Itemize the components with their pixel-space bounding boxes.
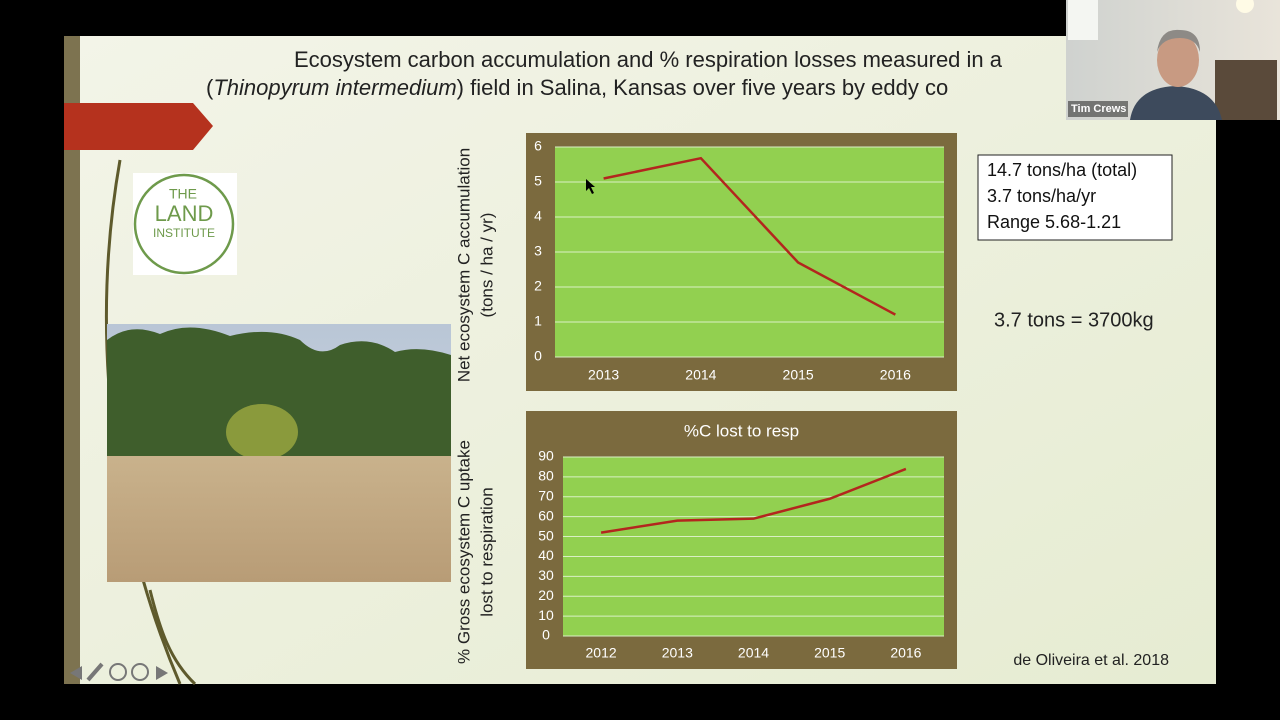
y-tick-label: 0 xyxy=(542,627,550,643)
chart-title: %C lost to resp xyxy=(684,421,799,440)
summary-line: 3.7 tons/ha/yr xyxy=(987,186,1096,206)
x-tick-label: 2016 xyxy=(890,645,921,661)
x-tick-label: 2012 xyxy=(586,645,617,661)
prev-button[interactable] xyxy=(70,666,82,680)
y-tick-label: 60 xyxy=(538,507,554,523)
logo: THE LAND INSTITUTE xyxy=(133,173,237,275)
webcam-bookshelf xyxy=(1215,60,1277,120)
y-tick-label: 5 xyxy=(534,173,542,189)
slide-toolbar xyxy=(70,662,168,682)
logo-text: THE xyxy=(169,186,197,202)
y-axis-label: Net ecosystem C accumulation xyxy=(454,148,473,382)
data-line xyxy=(603,156,896,316)
webcam-name: Tim Crews xyxy=(1071,103,1126,115)
mouse-cursor xyxy=(586,179,595,194)
view-button[interactable] xyxy=(109,663,127,681)
y-tick-label: 30 xyxy=(538,567,554,583)
x-tick-label: 2013 xyxy=(588,367,619,383)
decor-stem xyxy=(148,589,197,686)
y-axis-label: (tons / ha / yr) xyxy=(477,213,496,318)
logo-text: LAND xyxy=(155,201,214,226)
webcam-hair xyxy=(1157,29,1200,52)
slide-title: (Thinopyrum intermedium) field in Salina… xyxy=(206,75,948,100)
plot-area xyxy=(563,457,944,636)
webcam-face xyxy=(1157,33,1199,87)
y-tick-label: 0 xyxy=(534,348,542,364)
field-photo xyxy=(107,324,451,582)
logo-text: INSTITUTE xyxy=(153,226,215,240)
slide-arrow xyxy=(64,103,213,150)
y-tick-label: 3 xyxy=(534,243,542,259)
next-button[interactable] xyxy=(156,666,168,680)
y-axis-label: lost to respiration xyxy=(477,487,496,616)
y-tick-label: 50 xyxy=(538,527,554,543)
x-tick-label: 2013 xyxy=(662,645,693,661)
y-tick-label: 90 xyxy=(538,448,554,464)
webcam-window xyxy=(1068,0,1098,40)
title-part: ) field in Salina, Kansas over five year… xyxy=(457,75,949,100)
slide-title: Ecosystem carbon accumulation and % resp… xyxy=(294,47,1003,72)
webcam: Tim Crews xyxy=(1066,0,1280,120)
conversion-note: 3.7 tons = 3700kg xyxy=(994,309,1154,331)
summary-line: 14.7 tons/ha (total) xyxy=(987,160,1137,180)
charts: 0 1 2 3 4 5 6 2013 2014 2015 2016 Net ecosystem C a… xyxy=(454,133,957,669)
title-part: Thinopyrum intermedium xyxy=(213,75,456,100)
summary-frame xyxy=(977,154,1173,241)
logo-ring xyxy=(133,173,235,275)
photo-tree xyxy=(226,404,298,460)
summary-line: Range 5.68-1.21 xyxy=(987,212,1121,232)
y-tick-label: 80 xyxy=(538,468,554,484)
pen-button[interactable] xyxy=(86,662,104,682)
x-tick-label: 2015 xyxy=(783,367,814,383)
webcam-name-bg xyxy=(1068,101,1128,117)
y-tick-label: 70 xyxy=(538,487,554,503)
x-tick-label: 2015 xyxy=(814,645,845,661)
title-part: ( xyxy=(206,75,214,100)
photo-trees xyxy=(107,327,451,458)
x-tick-label: 2014 xyxy=(685,367,716,383)
data-line xyxy=(600,467,907,534)
photo-field xyxy=(107,456,451,582)
y-tick-label: 10 xyxy=(538,607,554,623)
y-tick-label: 20 xyxy=(538,587,554,603)
y-axis-label: % Gross ecosystem C uptake xyxy=(454,440,473,664)
y-tick-label: 40 xyxy=(538,547,554,563)
slide-bar xyxy=(64,36,80,684)
summary-box: 14.7 tons/ha (total) 3.7 tons/ha/yr Rang… xyxy=(977,154,1173,241)
x-tick-label: 2016 xyxy=(880,367,911,383)
citation: de Oliveira et al. 2018 xyxy=(1013,652,1169,669)
y-tick-label: 6 xyxy=(534,138,542,154)
x-tick-label: 2014 xyxy=(738,645,769,661)
more-button[interactable] xyxy=(131,663,149,681)
y-tick-label: 4 xyxy=(534,208,542,224)
y-tick-label: 1 xyxy=(534,313,542,329)
y-tick-label: 2 xyxy=(534,278,542,294)
webcam-lamp xyxy=(1236,0,1254,13)
webcam-shirt xyxy=(1130,86,1222,120)
